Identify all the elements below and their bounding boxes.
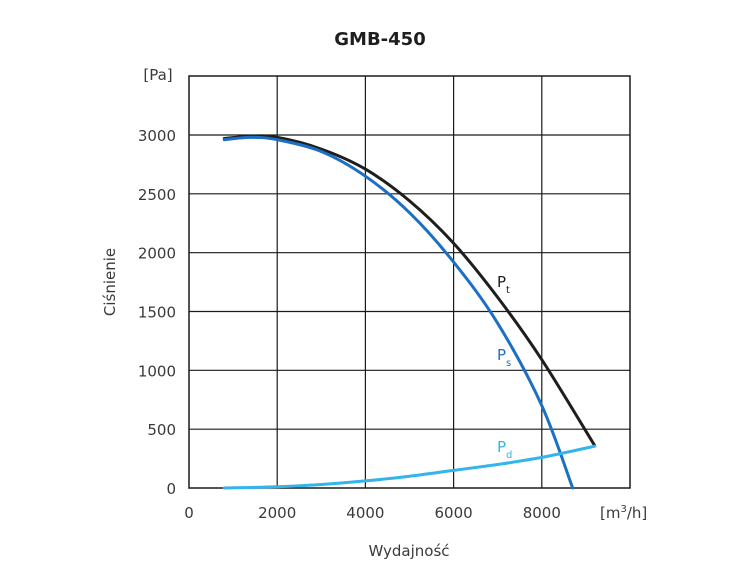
series-label-main: P	[497, 438, 506, 456]
y-tick-label: 500	[147, 421, 176, 439]
y-tick-label: 2500	[138, 186, 176, 204]
x-unit-suffix: /h]	[627, 504, 647, 522]
y-tick-label: 1500	[138, 304, 176, 322]
series-line-Pd	[222, 444, 597, 490]
series-label-Pd: Pd	[497, 438, 512, 461]
series-label-Pt: Pt	[497, 273, 510, 296]
x-tick-label: 8000	[523, 504, 561, 522]
tick-labels: 0 2000 4000 6000 8000 0 500 1000 1500 2000 2500 300…	[138, 127, 561, 522]
series-label-Ps: Ps	[497, 346, 511, 369]
y-axis-label: Ciśnienie	[101, 248, 119, 316]
x-axis-label: Wydajność	[368, 542, 449, 560]
x-unit-prefix: [m	[600, 504, 620, 522]
series-label-sub: d	[506, 450, 512, 461]
series-label-main: P	[497, 346, 506, 364]
series-line-Ps	[222, 135, 575, 490]
series-lines	[222, 134, 597, 490]
x-tick-label: 4000	[346, 504, 384, 522]
x-tick-label: 0	[184, 504, 194, 522]
x-tick-label: 2000	[258, 504, 296, 522]
y-tick-label: 1000	[138, 362, 176, 380]
series-label-main: P	[497, 273, 506, 291]
y-tick-label: 3000	[138, 127, 176, 145]
series-label-sub: t	[506, 285, 510, 296]
y-tick-label: 2000	[138, 245, 176, 263]
y-unit-label: [Pa]	[143, 66, 172, 84]
series-label-sub: s	[506, 358, 511, 369]
series-line-Pt	[222, 134, 597, 448]
plot-frame	[188, 75, 631, 489]
y-tick-label: 0	[166, 480, 176, 498]
x-tick-label: 6000	[435, 504, 473, 522]
chart-title: GMB-450	[334, 29, 425, 50]
x-unit-label: [m3/h]	[600, 504, 647, 522]
x-unit-sup: 3	[620, 504, 626, 515]
grid	[188, 75, 631, 489]
